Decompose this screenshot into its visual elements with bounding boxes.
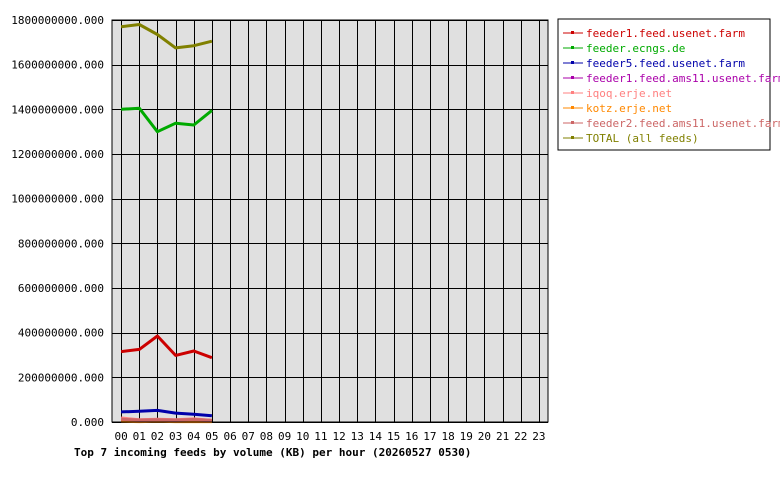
x-axis-ticks: 00 01 02 03 04 05 06 07 08 09 10 11 12 13 14 15 16 17 18 19… [114, 430, 545, 443]
x-tick-label: 09 [278, 430, 291, 443]
y-tick-label: 0.000 [71, 416, 104, 429]
legend-box [557, 18, 771, 151]
plot-border [111, 19, 549, 423]
x-tick-label: 07 [242, 430, 255, 443]
chart-title: Top 7 incoming feeds by volume (KB) per … [74, 446, 471, 459]
legend-marker [571, 91, 574, 94]
series-line [120, 23, 213, 50]
x-tick-label: 05 [205, 430, 218, 443]
series-line [120, 334, 213, 360]
series-line [121, 106, 213, 134]
legend-marker [571, 106, 574, 109]
y-tick-label: 800000000.000 [18, 237, 104, 250]
x-tick-label: 20 [478, 430, 491, 443]
x-tick-label: 03 [169, 430, 182, 443]
y-axis-ticks: 0.000 200000000.000 400000000.000 600000000… [11, 14, 104, 429]
legend-marker [571, 136, 574, 139]
x-tick-label: 10 [296, 430, 309, 443]
legend-marker [571, 76, 574, 79]
legend-marker [571, 31, 574, 34]
legend-label: TOTAL (all feeds) [586, 132, 699, 145]
x-tick-label: 11 [314, 430, 327, 443]
y-tick-label: 600000000.000 [18, 282, 104, 295]
y-tick-label: 1600000000.000 [11, 59, 104, 72]
legend-label: feeder5.feed.usenet.farm [586, 57, 745, 70]
x-tick-label: 15 [387, 430, 400, 443]
x-tick-label: 13 [351, 430, 364, 443]
x-tick-label: 22 [514, 430, 527, 443]
x-tick-label: 12 [332, 430, 345, 443]
x-tick-label: 00 [114, 430, 127, 443]
legend-label: feeder2.feed.ams11.usenet.farm [586, 117, 780, 130]
x-tick-label: 17 [423, 430, 436, 443]
legend: feeder1.feed.usenet.farm feeder.ecngs.de f… [557, 18, 780, 151]
legend-marker [571, 121, 574, 124]
x-tick-label: 14 [369, 430, 383, 443]
y-tick-label: 1400000000.000 [11, 103, 104, 116]
x-tick-label: 01 [133, 430, 146, 443]
x-tick-label: 18 [441, 430, 454, 443]
series-line [121, 408, 213, 418]
x-tick-label: 21 [496, 430, 509, 443]
legend-label: feeder1.feed.ams11.usenet.farm [586, 72, 780, 85]
x-tick-label: 23 [532, 430, 545, 443]
legend-marker [571, 46, 574, 49]
legend-label: kotz.erje.net [586, 102, 672, 115]
x-tick-label: 16 [405, 430, 418, 443]
y-tick-label: 1200000000.000 [11, 148, 104, 161]
y-tick-label: 1800000000.000 [11, 14, 104, 27]
x-tick-label: 08 [260, 430, 273, 443]
legend-label: feeder.ecngs.de [586, 42, 685, 55]
series-line [121, 417, 212, 422]
plot-area [112, 20, 548, 422]
x-tick-label: 04 [187, 430, 201, 443]
x-tick-label: 19 [460, 430, 473, 443]
y-tick-label: 400000000.000 [18, 327, 104, 340]
legend-label: feeder1.feed.usenet.farm [586, 27, 745, 40]
y-tick-label: 200000000.000 [18, 371, 104, 384]
legend-label: iqoq.erje.net [586, 87, 672, 100]
y-tick-label: 1000000000.000 [11, 193, 104, 206]
x-tick-label: 02 [151, 430, 164, 443]
legend-marker [571, 61, 574, 64]
x-tick-label: 06 [223, 430, 236, 443]
